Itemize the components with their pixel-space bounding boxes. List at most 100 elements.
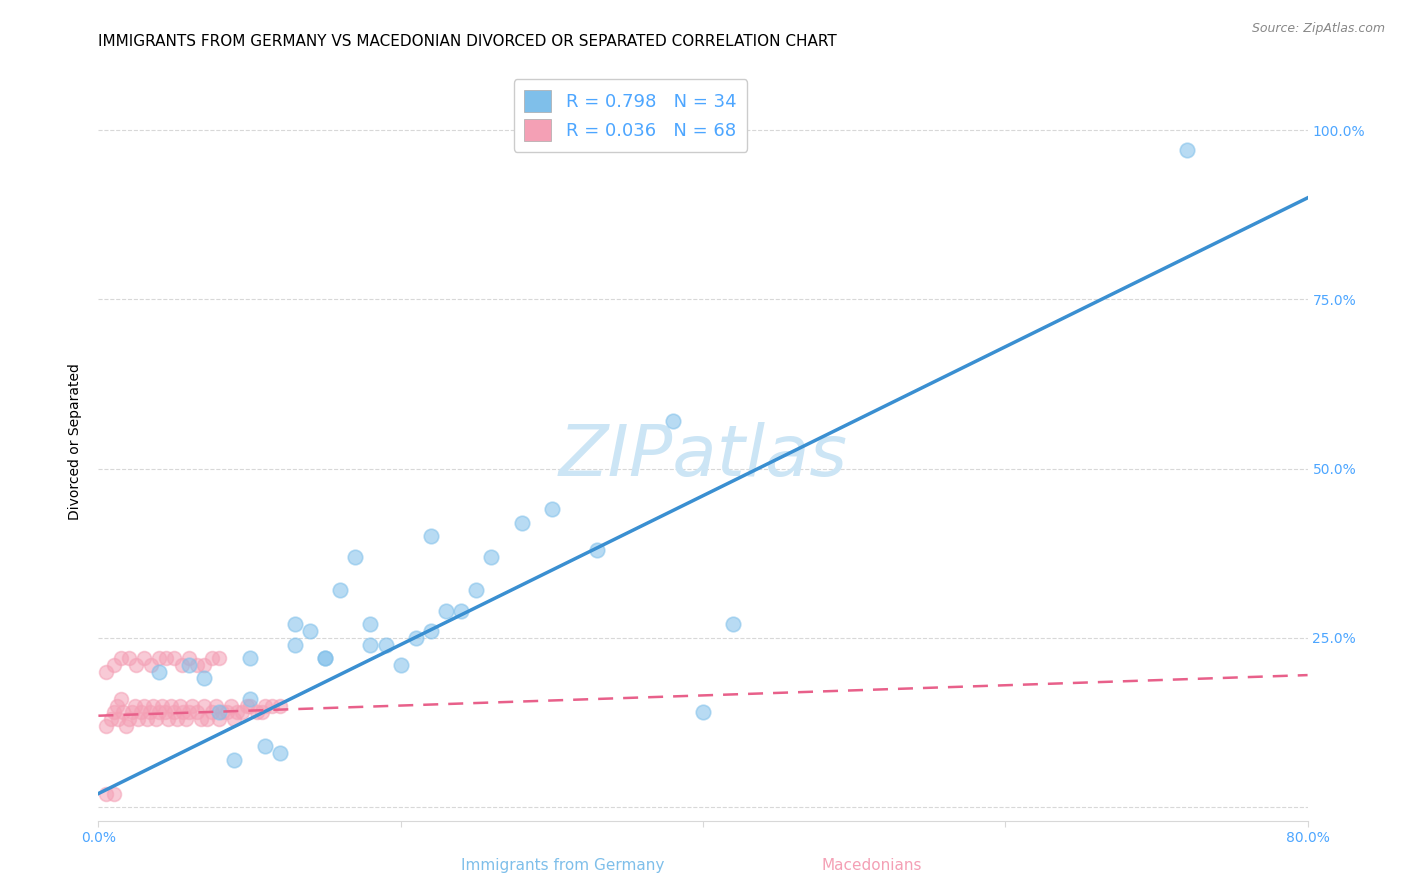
Point [132, 651, 155, 665]
Point [360, 617, 382, 632]
Point [193, 698, 215, 713]
Point [129, 706, 152, 720]
Point [193, 657, 215, 672]
Point [94, 787, 117, 801]
Point [221, 698, 243, 713]
Point [434, 604, 457, 618]
Point [124, 698, 146, 713]
Point [107, 712, 129, 726]
Point [150, 698, 173, 713]
Point [540, 502, 562, 516]
Y-axis label: Divorced or Separated: Divorced or Separated [69, 363, 83, 520]
Point [103, 657, 125, 672]
Point [329, 583, 352, 598]
Point [692, 706, 714, 720]
Point [141, 657, 163, 672]
Point [465, 583, 488, 598]
Point [132, 698, 155, 713]
Point [205, 698, 228, 713]
Point [723, 617, 745, 632]
Point [148, 706, 170, 720]
Point [142, 698, 165, 713]
Point [94, 719, 117, 733]
Point [201, 706, 224, 720]
Point [284, 638, 307, 652]
Point [239, 698, 262, 713]
Point [253, 739, 276, 754]
Point [262, 698, 284, 713]
Point [299, 624, 322, 639]
Text: ZIPatlas: ZIPatlas [558, 422, 848, 491]
Point [253, 698, 276, 713]
Point [314, 651, 336, 665]
Point [179, 706, 201, 720]
Point [246, 706, 269, 720]
Point [344, 549, 367, 564]
Text: Source: ZipAtlas.com: Source: ZipAtlas.com [1251, 22, 1385, 36]
Point [163, 651, 186, 665]
Legend: R = 0.798   N = 34, R = 0.036   N = 68: R = 0.798 N = 34, R = 0.036 N = 68 [513, 79, 748, 152]
Point [179, 657, 201, 672]
Point [156, 712, 179, 726]
Point [239, 691, 262, 706]
Point [231, 706, 253, 720]
Point [110, 691, 132, 706]
Point [1175, 144, 1198, 158]
Point [163, 706, 186, 720]
Point [208, 651, 231, 665]
Point [193, 672, 215, 686]
Point [103, 787, 125, 801]
Point [190, 712, 212, 726]
Point [181, 698, 204, 713]
Point [195, 712, 218, 726]
Point [118, 712, 141, 726]
Point [135, 712, 157, 726]
Point [374, 638, 396, 652]
Point [118, 651, 141, 665]
Point [186, 657, 208, 672]
Point [100, 712, 122, 726]
Point [94, 665, 117, 679]
Text: Macedonians: Macedonians [821, 858, 922, 872]
Text: IMMIGRANTS FROM GERMANY VS MACEDONIAN DIVORCED OR SEPARATED CORRELATION CHART: IMMIGRANTS FROM GERMANY VS MACEDONIAN DI… [98, 34, 837, 49]
Point [121, 706, 143, 720]
Point [450, 604, 472, 618]
Point [170, 657, 193, 672]
Point [186, 706, 208, 720]
Point [211, 706, 233, 720]
Point [250, 706, 273, 720]
Point [235, 698, 257, 713]
Point [224, 753, 246, 767]
Point [148, 665, 170, 679]
Point [160, 698, 183, 713]
Point [420, 529, 443, 543]
Point [111, 706, 134, 720]
Point [226, 706, 249, 720]
Point [145, 712, 167, 726]
Point [153, 706, 176, 720]
Point [172, 706, 194, 720]
Point [166, 712, 188, 726]
Point [148, 651, 170, 665]
Point [155, 651, 177, 665]
Point [103, 706, 125, 720]
Point [586, 542, 609, 557]
Point [105, 698, 128, 713]
Point [661, 414, 683, 428]
Point [284, 617, 307, 632]
Point [405, 631, 427, 645]
Point [481, 549, 503, 564]
Point [110, 651, 132, 665]
Point [269, 698, 291, 713]
Point [208, 706, 231, 720]
Point [179, 651, 201, 665]
Point [215, 706, 238, 720]
Text: Immigrants from Germany: Immigrants from Germany [461, 858, 664, 872]
Point [127, 712, 149, 726]
Point [269, 746, 291, 760]
Point [314, 651, 336, 665]
Point [125, 657, 148, 672]
Point [169, 698, 191, 713]
Point [201, 651, 224, 665]
Point [360, 638, 382, 652]
